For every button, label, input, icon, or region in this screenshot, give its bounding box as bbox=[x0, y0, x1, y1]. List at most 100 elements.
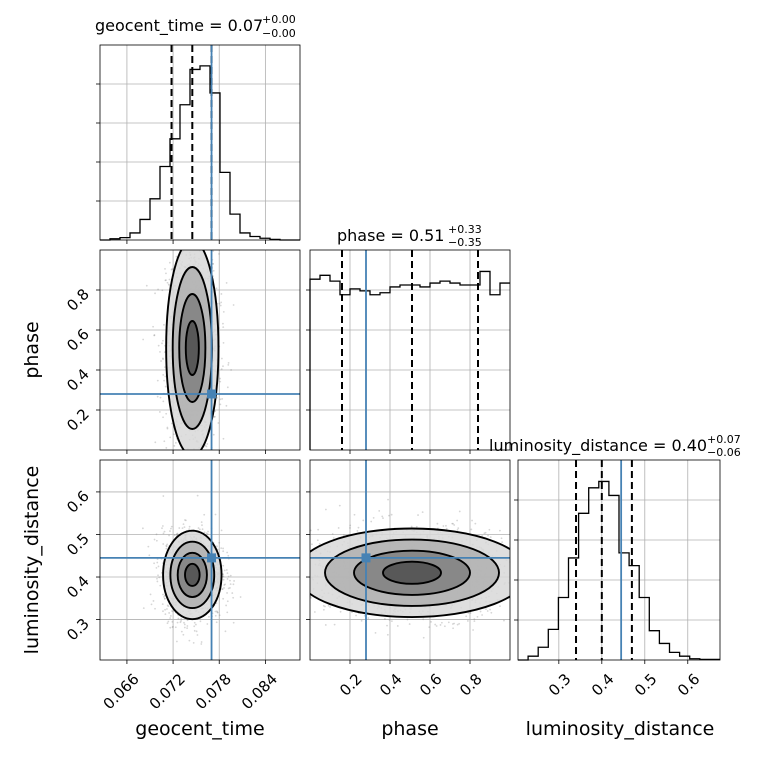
y-tick-label: 0.6 bbox=[63, 325, 93, 355]
sample-point bbox=[170, 422, 173, 425]
title-luminosity-distance-label: luminosity_distance = 0.40 bbox=[489, 436, 707, 456]
sample-point bbox=[206, 623, 209, 625]
sample-point bbox=[193, 629, 196, 632]
sample-point bbox=[156, 577, 158, 580]
sample-point bbox=[182, 523, 185, 526]
sample-point bbox=[214, 410, 217, 413]
sample-point bbox=[390, 513, 393, 516]
sample-point bbox=[212, 250, 215, 252]
sample-point bbox=[349, 524, 352, 527]
sample-point bbox=[178, 527, 181, 529]
sample-point bbox=[171, 610, 173, 612]
sample-point bbox=[447, 621, 450, 624]
sample-point bbox=[156, 395, 159, 398]
sample-point bbox=[222, 322, 224, 325]
sample-point bbox=[155, 533, 158, 536]
panel-frame bbox=[99, 249, 301, 451]
sample-point bbox=[219, 403, 222, 406]
contour-level bbox=[184, 320, 200, 376]
sample-point bbox=[452, 627, 454, 630]
sample-point bbox=[214, 614, 217, 617]
title-luminosity-distance-upper: +0.07 bbox=[707, 433, 741, 446]
sample-point bbox=[465, 615, 468, 618]
sample-point bbox=[166, 608, 168, 610]
sample-point bbox=[329, 606, 332, 608]
y-tick-label: 0.3 bbox=[63, 615, 93, 645]
title-phase: phase = 0.51 bbox=[337, 226, 444, 245]
sample-point bbox=[484, 531, 487, 534]
sample-point bbox=[205, 445, 208, 448]
sample-point bbox=[141, 527, 144, 530]
truth-marker bbox=[207, 389, 217, 399]
sample-point bbox=[231, 592, 234, 594]
sample-point bbox=[161, 525, 164, 527]
x-tick-label: 0.078 bbox=[192, 670, 235, 713]
sample-point bbox=[172, 610, 174, 613]
sample-point bbox=[331, 533, 334, 535]
sample-point bbox=[165, 272, 167, 275]
sample-point bbox=[156, 561, 159, 564]
sample-point bbox=[222, 578, 225, 581]
sample-point bbox=[180, 630, 183, 633]
sample-point bbox=[360, 619, 363, 622]
x-tick-label: 0.066 bbox=[100, 670, 143, 713]
sample-point bbox=[421, 511, 424, 514]
sample-point bbox=[222, 437, 225, 440]
sample-point bbox=[356, 529, 359, 532]
y-tick-label: 0.4 bbox=[63, 572, 93, 602]
sample-point bbox=[456, 529, 459, 531]
sample-point bbox=[338, 504, 341, 507]
sample-point bbox=[470, 528, 473, 531]
sample-point bbox=[199, 620, 202, 623]
sample-point bbox=[163, 595, 165, 598]
sample-point bbox=[333, 623, 336, 626]
sample-point bbox=[317, 528, 320, 531]
sample-point bbox=[164, 366, 166, 369]
sample-point bbox=[417, 514, 419, 516]
sample-point bbox=[218, 614, 221, 617]
title-geocent-time-lower: −0.00 bbox=[262, 27, 296, 40]
sample-point bbox=[214, 415, 216, 418]
sample-point bbox=[163, 440, 166, 443]
sample-point bbox=[170, 525, 173, 528]
sample-point bbox=[163, 323, 165, 326]
sample-point bbox=[221, 588, 224, 590]
sample-point bbox=[162, 495, 165, 497]
sample-point bbox=[203, 513, 206, 516]
sample-point bbox=[430, 620, 432, 623]
sample-point bbox=[184, 519, 186, 521]
histogram-step-geocent-time bbox=[100, 65, 300, 241]
title-phase-label: phase = 0.51 bbox=[337, 226, 444, 245]
sample-point bbox=[488, 528, 491, 531]
x-tick-label: 0.4 bbox=[376, 670, 406, 700]
sample-point bbox=[184, 519, 187, 522]
sample-point bbox=[215, 621, 218, 624]
sample-point bbox=[154, 441, 157, 444]
sample-point bbox=[213, 415, 216, 418]
panel-luminosity-distance-histogram bbox=[514, 459, 721, 664]
sample-point bbox=[174, 626, 177, 629]
sample-point bbox=[342, 534, 345, 536]
x-tick-label: 0.5 bbox=[631, 670, 661, 700]
sample-point bbox=[322, 604, 325, 607]
sample-point bbox=[156, 580, 159, 583]
sample-point bbox=[222, 550, 225, 553]
sample-point bbox=[216, 611, 219, 614]
sample-point bbox=[226, 592, 228, 594]
sample-point bbox=[165, 446, 168, 449]
sample-point bbox=[367, 617, 370, 619]
sample-point bbox=[476, 615, 479, 618]
sample-point bbox=[165, 544, 168, 547]
sample-point bbox=[324, 508, 327, 511]
sample-point bbox=[169, 436, 172, 439]
sample-point bbox=[310, 543, 313, 546]
sample-point bbox=[490, 611, 493, 614]
sample-point bbox=[163, 597, 166, 600]
sample-point bbox=[196, 494, 199, 497]
sample-point bbox=[176, 640, 178, 643]
sample-point bbox=[162, 593, 164, 596]
sample-point bbox=[386, 633, 389, 636]
sample-point bbox=[219, 380, 222, 383]
sample-point bbox=[410, 525, 413, 528]
